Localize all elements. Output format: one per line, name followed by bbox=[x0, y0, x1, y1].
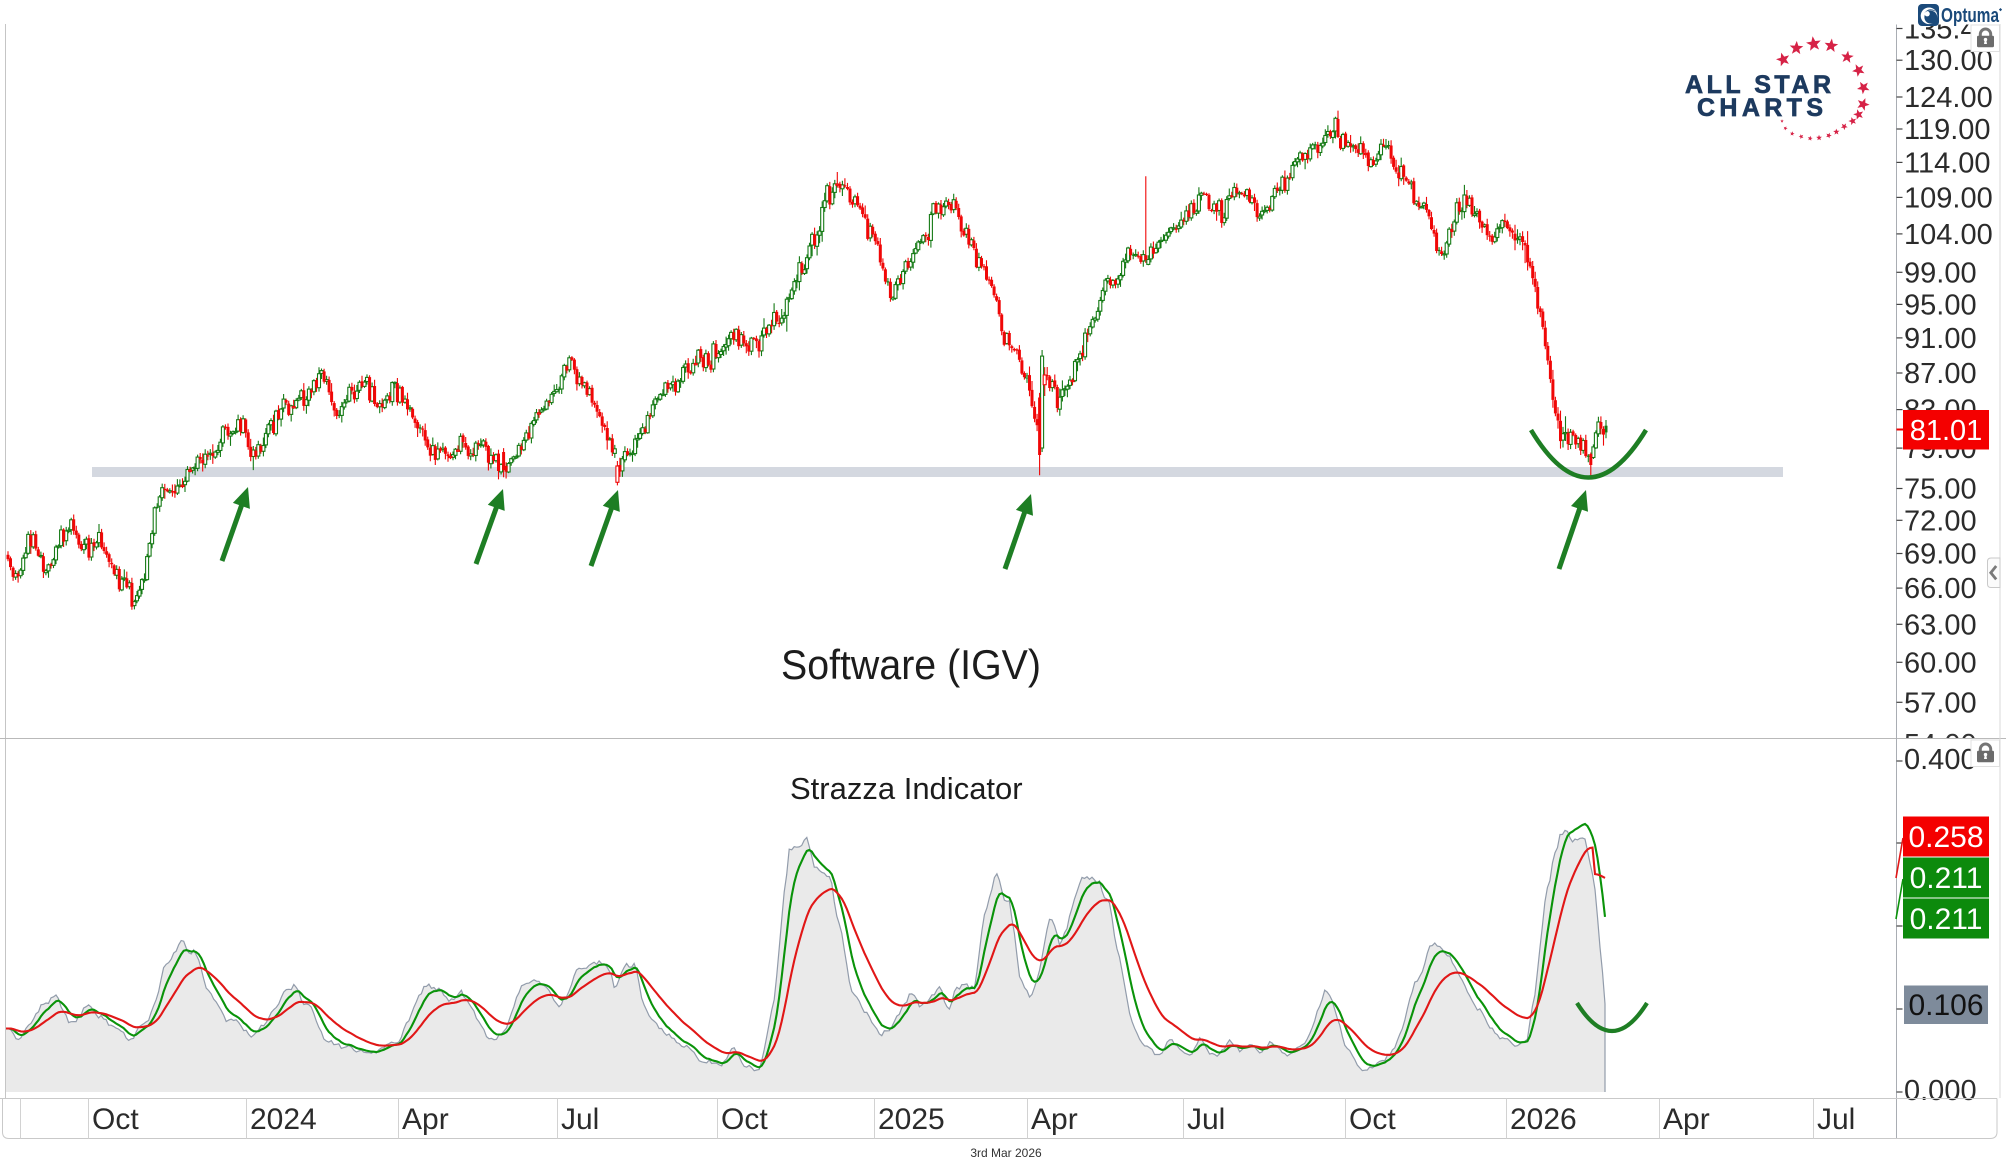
svg-text:Oct: Oct bbox=[1349, 1103, 1396, 1136]
svg-text:Jul: Jul bbox=[561, 1103, 599, 1136]
svg-text:54.00: 54.00 bbox=[1904, 729, 1977, 761]
svg-text:91.00: 91.00 bbox=[1904, 323, 1977, 355]
svg-text:69.00: 69.00 bbox=[1904, 539, 1977, 571]
svg-text:0.211: 0.211 bbox=[1910, 862, 1983, 895]
svg-text:114.00: 114.00 bbox=[1904, 147, 1991, 179]
svg-text:Strazza Indicator: Strazza Indicator bbox=[790, 771, 1023, 806]
svg-text:0.211: 0.211 bbox=[1910, 903, 1983, 936]
svg-text:87.00: 87.00 bbox=[1904, 358, 1977, 390]
svg-text:ALL STAR: ALL STAR bbox=[1685, 71, 1831, 99]
svg-text:104.00: 104.00 bbox=[1904, 219, 1993, 251]
svg-text:119.00: 119.00 bbox=[1904, 114, 1991, 146]
svg-text:2024: 2024 bbox=[250, 1103, 317, 1136]
svg-text:2025: 2025 bbox=[878, 1103, 945, 1136]
svg-text:63.00: 63.00 bbox=[1904, 609, 1977, 641]
svg-text:0.000: 0.000 bbox=[1904, 1075, 1977, 1107]
svg-text:109.00: 109.00 bbox=[1904, 182, 1993, 214]
svg-text:57.00: 57.00 bbox=[1904, 687, 1977, 719]
svg-text:2026: 2026 bbox=[1510, 1103, 1577, 1136]
svg-text:Jul: Jul bbox=[1817, 1103, 1855, 1136]
svg-text:72.00: 72.00 bbox=[1904, 505, 1977, 537]
svg-text:Oct: Oct bbox=[92, 1103, 139, 1136]
svg-text:95.00: 95.00 bbox=[1904, 289, 1977, 321]
svg-text:0.400: 0.400 bbox=[1904, 744, 1977, 776]
svg-text:Apr: Apr bbox=[1663, 1103, 1710, 1136]
svg-text:66.00: 66.00 bbox=[1904, 573, 1977, 605]
svg-text:Jul: Jul bbox=[1187, 1103, 1225, 1136]
svg-text:60.00: 60.00 bbox=[1904, 647, 1977, 679]
svg-text:Oct: Oct bbox=[721, 1103, 768, 1136]
svg-text:81.01: 81.01 bbox=[1910, 415, 1983, 447]
svg-text:124.00: 124.00 bbox=[1904, 82, 1993, 114]
svg-text:0.106: 0.106 bbox=[1908, 989, 1983, 1022]
svg-text:0.258: 0.258 bbox=[1908, 821, 1983, 854]
svg-text:Optuma: Optuma bbox=[1941, 5, 2000, 27]
svg-text:Apr: Apr bbox=[402, 1103, 449, 1136]
svg-text:99.00: 99.00 bbox=[1904, 257, 1977, 289]
svg-text:75.00: 75.00 bbox=[1904, 474, 1977, 506]
svg-text:3rd Mar 2026: 3rd Mar 2026 bbox=[970, 1146, 1042, 1160]
svg-text:Apr: Apr bbox=[1031, 1103, 1078, 1136]
svg-text:Software (IGV): Software (IGV) bbox=[781, 641, 1041, 688]
